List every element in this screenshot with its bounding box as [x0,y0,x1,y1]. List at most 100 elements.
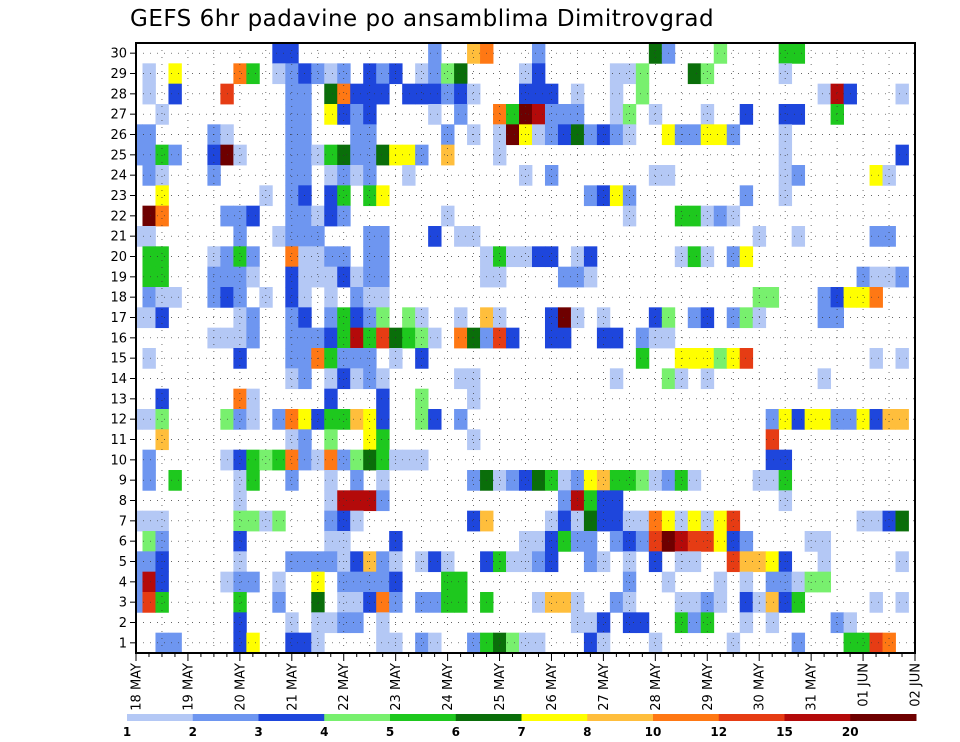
heatmap-cell [765,571,780,593]
heatmap-cell [246,571,260,593]
heatmap-cell [285,612,299,634]
heatmap-cell [142,531,156,552]
heatmap-cell [531,83,546,105]
heatmap-cell [246,205,260,227]
colorbar: 1 2 3 4 5 6 7 8 10 12 15 20 [123,714,917,739]
heatmap-cell [324,266,338,288]
y-tick-label: 10 [110,453,127,468]
heatmap-cell [285,449,299,471]
heatmap-cell [739,571,754,593]
heatmap-cell [428,104,442,125]
heatmap-cell [324,287,338,308]
heatmap-cell [311,449,325,471]
heatmap-cell [778,63,793,85]
y-tick-label: 29 [110,67,127,82]
heatmap-cell [376,327,390,349]
heatmap-cell [402,449,416,471]
heatmap-cell [713,205,728,227]
heatmap-cell [233,510,247,532]
heatmap-cell [700,592,715,613]
colorbar-swatch [718,714,785,721]
heatmap-cell [155,205,169,227]
heatmap-cell [467,83,481,105]
heatmap-cell [324,470,338,491]
heatmap-cell [791,592,806,613]
heatmap-cell [467,510,481,532]
heatmap-cell [531,246,546,268]
y-tick-label: 28 [110,87,127,102]
heatmap-cell [285,307,299,329]
heatmap-cell [272,510,286,532]
heatmap-cell [142,287,156,308]
heatmap-cell [376,266,390,288]
heatmap-cell [882,409,896,430]
heatmap-cell [376,287,390,308]
heatmap-cell [285,185,299,207]
heatmap-cell [376,83,390,105]
colorbar-label: 5 [386,725,394,739]
heatmap-cell [246,388,260,410]
heatmap-cell [648,104,663,125]
heatmap-cell [687,470,702,491]
heatmap-cell [376,185,390,207]
heatmap-cell [337,185,351,207]
heatmap-cell [817,531,832,552]
heatmap-cell [519,632,533,654]
heatmap-cell [506,632,520,654]
heatmap-cell [506,104,520,125]
heatmap-cell [869,165,883,186]
heatmap-cell [285,368,299,390]
heatmap-cell [324,388,338,410]
heatmap-cell [350,83,364,105]
x-tick-label: 28 MAY [649,663,664,711]
heatmap-cell [233,327,247,349]
heatmap-cell [713,531,728,552]
heatmap-cell [687,348,702,369]
heatmap-cell [441,205,455,227]
heatmap-cell [402,144,416,166]
heatmap-cell [233,63,247,85]
heatmap-cell [246,632,260,654]
heatmap-cell [136,510,143,532]
heatmap-cell [136,307,143,329]
heatmap-cell [136,409,143,430]
heatmap-cell [895,348,909,369]
heatmap-cell [622,612,637,634]
heatmap-cell [622,470,637,491]
heatmap-cell [791,226,806,247]
heatmap-cell [363,266,377,288]
heatmap-cell [869,632,883,654]
heatmap-cell [454,327,468,349]
heatmap-cell [687,612,702,634]
colorbar-label: 20 [842,725,859,739]
heatmap-cell [739,612,754,634]
heatmap-cell [895,83,909,105]
heatmap-cell [869,592,883,613]
heatmap-cell [142,205,156,227]
heatmap-cell [635,510,650,532]
heatmap-cell [454,226,468,247]
heatmap-cell [622,63,637,85]
heatmap-cell [583,510,598,532]
heatmap-cell [531,632,546,654]
heatmap-cell [765,409,780,430]
heatmap-cell [350,612,364,634]
heatmap-cell [136,144,143,166]
heatmap-cell [622,185,637,207]
y-tick-label: 17 [110,311,127,326]
heatmap-cell [804,409,819,430]
heatmap-cell [493,327,507,349]
heatmap-cell [454,409,468,430]
heatmap-cell [830,83,844,105]
heatmap-cell [869,409,883,430]
heatmap-cell [350,124,364,146]
heatmap-cell [376,368,390,390]
heatmap-cell [519,531,533,552]
heatmap-cell [285,287,299,308]
heatmap-cell [544,592,559,613]
heatmap-cell [285,165,299,186]
heatmap-cell [882,165,896,186]
heatmap-cell [155,409,169,430]
heatmap-cell [376,612,390,634]
heatmap-cell [739,551,754,573]
